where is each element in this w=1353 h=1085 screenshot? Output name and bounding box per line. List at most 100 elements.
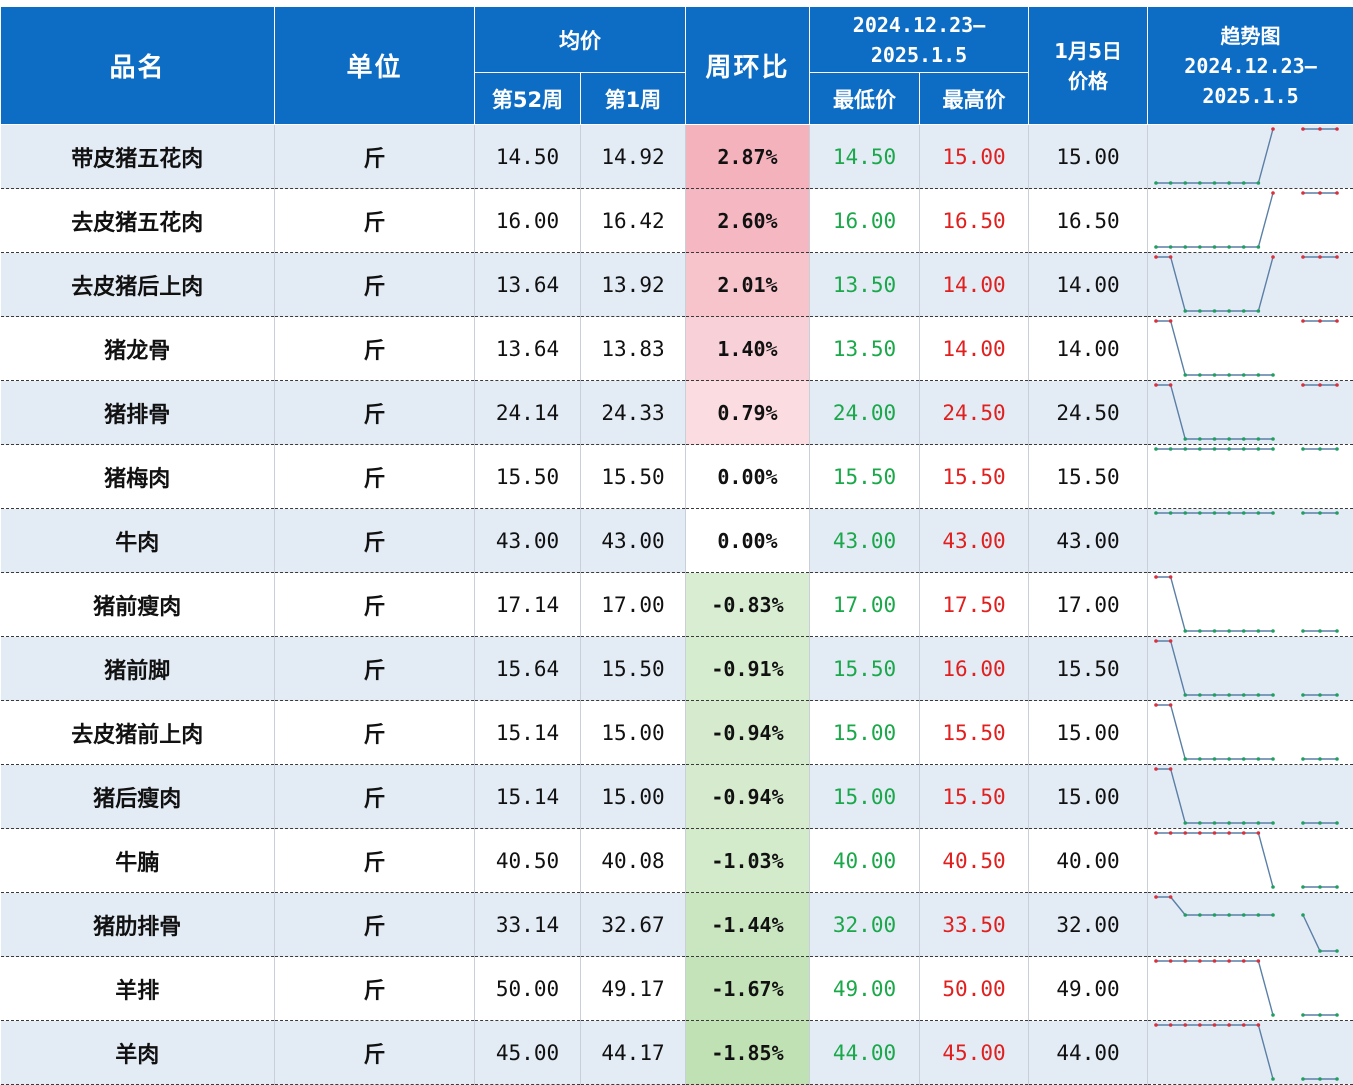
sparkline-point [1154, 639, 1158, 643]
sparkline-point [1271, 255, 1275, 259]
sparkline-point [1154, 959, 1158, 963]
row-unit: 斤 [275, 189, 475, 253]
sparkline-point [1213, 693, 1217, 697]
header-wow[interactable]: 周环比 [686, 7, 810, 125]
sparkline-svg [1148, 701, 1353, 764]
row-max-price: 15.50 [920, 765, 1029, 829]
row-wow-pct: 2.60% [686, 189, 810, 253]
sparkline-point [1213, 959, 1217, 963]
row-jan5-price: 14.00 [1029, 317, 1148, 381]
sparkline-point [1301, 511, 1305, 515]
sparkline-point [1169, 895, 1173, 899]
sparkline-point [1227, 821, 1231, 825]
sparkline-point [1242, 437, 1246, 441]
sparkline-point [1301, 1077, 1305, 1081]
header-week52[interactable]: 第52周 [475, 73, 581, 125]
row-week52-avg: 15.50 [475, 445, 581, 509]
sparkline-svg [1148, 125, 1353, 188]
sparkline-svg [1148, 957, 1353, 1020]
sparkline-point [1318, 821, 1322, 825]
row-jan5-price: 32.00 [1029, 893, 1148, 957]
row-trend-sparkline [1148, 125, 1353, 189]
row-week52-avg: 40.50 [475, 829, 581, 893]
sparkline-point [1335, 629, 1339, 633]
row-name: 猪前瘦肉 [1, 573, 275, 637]
header-jan5[interactable]: 1月5日 价格 [1029, 7, 1148, 125]
row-jan5-price: 17.00 [1029, 573, 1148, 637]
sparkline-point [1242, 511, 1246, 515]
sparkline-point [1257, 821, 1261, 825]
header-trend[interactable]: 趋势图 2024.12.23– 2025.1.5 [1148, 7, 1353, 125]
row-name: 猪龙骨 [1, 317, 275, 381]
sparkline-svg [1148, 509, 1353, 572]
header-max[interactable]: 最高价 [920, 73, 1029, 125]
row-min-price: 13.50 [810, 317, 920, 381]
header-range[interactable]: 2024.12.23– 2025.1.5 [810, 7, 1029, 73]
sparkline-path [1156, 193, 1273, 247]
sparkline-point [1154, 255, 1158, 259]
row-trend-sparkline [1148, 1021, 1353, 1085]
price-table: 品名 单位 均价 周环比 2024.12.23– 2025.1.5 1月5日 价… [0, 6, 1353, 1085]
sparkline-point [1301, 255, 1305, 259]
sparkline-point [1242, 757, 1246, 761]
sparkline-point [1301, 885, 1305, 889]
row-max-price: 15.50 [920, 445, 1029, 509]
sparkline-point [1257, 511, 1261, 515]
sparkline-point [1318, 511, 1322, 515]
header-week1[interactable]: 第1周 [581, 73, 686, 125]
sparkline-path [1156, 1025, 1273, 1079]
sparkline-point [1183, 959, 1187, 963]
row-wow-pct: -1.67% [686, 957, 810, 1021]
row-jan5-price: 15.50 [1029, 445, 1148, 509]
row-trend-sparkline [1148, 701, 1353, 765]
row-week1-avg: 49.17 [581, 957, 686, 1021]
sparkline-point [1183, 373, 1187, 377]
row-week1-avg: 17.00 [581, 573, 686, 637]
row-max-price: 33.50 [920, 893, 1029, 957]
row-min-price: 44.00 [810, 1021, 920, 1085]
sparkline-point [1257, 309, 1261, 313]
row-week52-avg: 45.00 [475, 1021, 581, 1085]
header-name[interactable]: 品名 [1, 7, 275, 125]
sparkline-point [1169, 1023, 1173, 1027]
sparkline-point [1227, 1023, 1231, 1027]
row-jan5-price: 43.00 [1029, 509, 1148, 573]
header-unit[interactable]: 单位 [275, 7, 475, 125]
sparkline-point [1198, 913, 1202, 917]
row-week1-avg: 40.08 [581, 829, 686, 893]
row-trend-sparkline [1148, 765, 1353, 829]
sparkline-point [1169, 575, 1173, 579]
sparkline-point [1227, 511, 1231, 515]
header-avg[interactable]: 均价 [475, 7, 686, 73]
row-week52-avg: 16.00 [475, 189, 581, 253]
sparkline-point [1183, 181, 1187, 185]
sparkline-point [1169, 511, 1173, 515]
sparkline-point [1213, 757, 1217, 761]
header-min[interactable]: 最低价 [810, 73, 920, 125]
sparkline-point [1198, 447, 1202, 451]
sparkline-point [1183, 913, 1187, 917]
sparkline-point [1154, 575, 1158, 579]
sparkline-point [1318, 949, 1322, 953]
row-jan5-price: 44.00 [1029, 1021, 1148, 1085]
row-unit: 斤 [275, 1021, 475, 1085]
row-wow-pct: 1.40% [686, 317, 810, 381]
row-wow-pct: -0.91% [686, 637, 810, 701]
sparkline-point [1271, 447, 1275, 451]
sparkline-point [1335, 319, 1339, 323]
